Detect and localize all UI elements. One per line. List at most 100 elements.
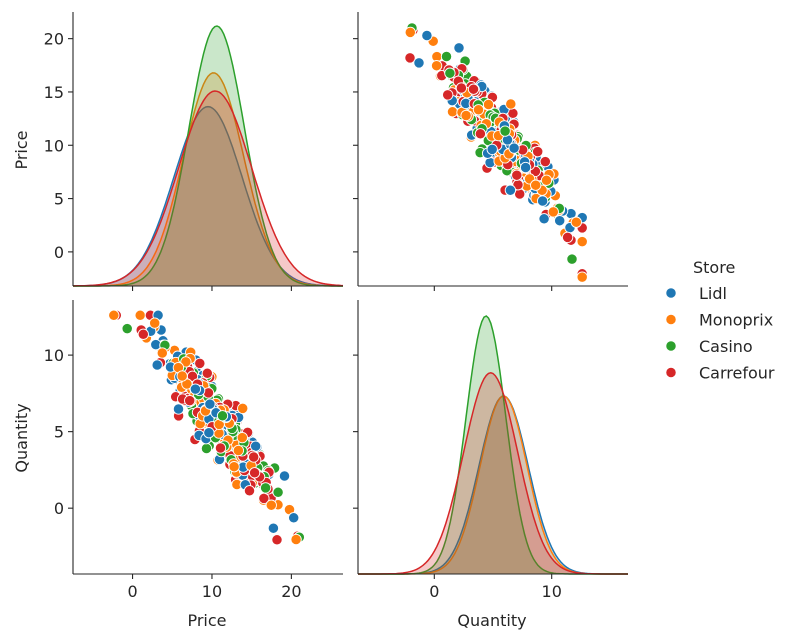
point-lidl bbox=[486, 143, 498, 156]
point-lidl bbox=[536, 195, 549, 207]
kde-area-monoprix bbox=[358, 396, 628, 574]
point-carrefour bbox=[214, 442, 227, 454]
point-lidl bbox=[151, 359, 163, 371]
point-casino bbox=[200, 442, 213, 455]
panel-quantity-vs-price-scatter bbox=[108, 309, 305, 546]
point-casino bbox=[499, 125, 511, 137]
point-monoprix bbox=[149, 317, 161, 329]
point-monoprix bbox=[460, 109, 472, 122]
point-carrefour bbox=[514, 188, 526, 200]
point-carrefour bbox=[271, 534, 283, 546]
point-carrefour bbox=[539, 155, 551, 168]
point-lidl bbox=[453, 42, 465, 54]
axes-layer: 0 5 10 15 20 0 5 10 0 10 20 0 10 bbox=[44, 12, 628, 601]
point-carrefour bbox=[511, 169, 523, 181]
point-lidl bbox=[538, 213, 550, 225]
point-casino bbox=[216, 410, 229, 422]
legend-label-carrefour: Carrefour bbox=[699, 364, 775, 383]
point-carrefour bbox=[455, 82, 468, 94]
point-monoprix bbox=[472, 104, 485, 116]
panel-price-vs-quantity-scatter bbox=[404, 22, 588, 283]
y-tick-label: 10 bbox=[44, 136, 64, 155]
point-lidl bbox=[508, 142, 520, 154]
point-carrefour bbox=[243, 485, 256, 497]
col-label-quantity: Quantity bbox=[457, 611, 526, 630]
point-monoprix bbox=[290, 533, 302, 546]
x-tick-label: 10 bbox=[202, 582, 222, 601]
legend-label-casino: Casino bbox=[699, 337, 753, 356]
point-carrefour bbox=[248, 467, 261, 479]
point-monoprix bbox=[547, 206, 559, 218]
legend-marker-casino bbox=[665, 340, 677, 352]
row-label-price: Price bbox=[12, 130, 31, 169]
point-monoprix bbox=[180, 356, 192, 368]
point-carrefour bbox=[404, 52, 416, 64]
point-monoprix bbox=[176, 370, 188, 382]
point-monoprix bbox=[505, 98, 517, 110]
legend: Store Lidl Monoprix Casino Carrefour bbox=[665, 258, 775, 383]
panel-quantity-kde bbox=[358, 315, 628, 575]
point-monoprix bbox=[530, 179, 542, 191]
point-lidl bbox=[267, 522, 280, 534]
row-label-quantity: Quantity bbox=[12, 403, 31, 472]
point-lidl bbox=[504, 184, 517, 196]
point-carrefour bbox=[137, 328, 149, 340]
y-tick-label: 15 bbox=[44, 83, 64, 102]
point-carrefour bbox=[561, 231, 574, 244]
point-monoprix bbox=[232, 444, 245, 457]
point-monoprix bbox=[228, 461, 240, 473]
kde-area-casino bbox=[73, 26, 343, 286]
point-carrefour bbox=[201, 367, 213, 379]
point-monoprix bbox=[265, 499, 277, 511]
legend-marker-monoprix bbox=[665, 313, 677, 326]
col-label-price: Price bbox=[187, 611, 226, 630]
point-casino bbox=[440, 50, 453, 63]
point-carrefour bbox=[248, 451, 260, 463]
kde-line-carrefour bbox=[358, 372, 628, 575]
panel-price-kde bbox=[73, 25, 344, 287]
point-monoprix bbox=[236, 431, 248, 444]
y-tick-label: 0 bbox=[54, 243, 64, 262]
axis-labels: Price Quantity Price Quantity bbox=[12, 130, 527, 630]
kde-area-monoprix bbox=[73, 72, 343, 287]
point-monoprix bbox=[108, 309, 120, 321]
point-casino bbox=[272, 486, 284, 498]
point-casino bbox=[121, 322, 133, 335]
point-carrefour bbox=[474, 128, 487, 140]
point-lidl bbox=[554, 215, 566, 227]
point-monoprix bbox=[430, 60, 443, 72]
point-lidl bbox=[278, 470, 291, 482]
x-tick-label: 20 bbox=[281, 582, 301, 601]
point-casino bbox=[259, 482, 272, 494]
point-casino bbox=[444, 67, 456, 79]
y-tick-label: 20 bbox=[44, 30, 64, 49]
point-monoprix bbox=[156, 347, 168, 359]
point-lidl bbox=[203, 427, 215, 439]
point-monoprix bbox=[570, 216, 582, 228]
legend-title: Store bbox=[693, 258, 735, 277]
point-monoprix bbox=[576, 271, 588, 283]
kde-area-casino bbox=[358, 316, 628, 574]
y-tick-label: 5 bbox=[54, 190, 64, 209]
point-monoprix bbox=[134, 309, 146, 321]
point-carrefour bbox=[442, 89, 454, 101]
point-lidl bbox=[288, 512, 300, 524]
legend-marker-lidl bbox=[665, 287, 677, 299]
point-monoprix bbox=[237, 402, 249, 415]
x-tick-label: 0 bbox=[127, 582, 137, 601]
point-monoprix bbox=[576, 235, 588, 248]
legend-label-monoprix: Monoprix bbox=[699, 311, 773, 330]
point-casino bbox=[566, 253, 578, 265]
kde-area-carrefour bbox=[358, 372, 628, 574]
y-tick-label: 0 bbox=[54, 499, 64, 518]
point-lidl bbox=[519, 161, 532, 174]
kde-area-carrefour bbox=[73, 91, 343, 286]
point-lidl bbox=[421, 29, 433, 42]
y-tick-label: 10 bbox=[44, 346, 64, 365]
kde-area-lidl bbox=[73, 106, 343, 286]
kde-area-lidl bbox=[358, 396, 628, 574]
point-carrefour bbox=[532, 145, 544, 158]
x-tick-label: 0 bbox=[429, 582, 439, 601]
x-tick-label: 10 bbox=[542, 582, 562, 601]
